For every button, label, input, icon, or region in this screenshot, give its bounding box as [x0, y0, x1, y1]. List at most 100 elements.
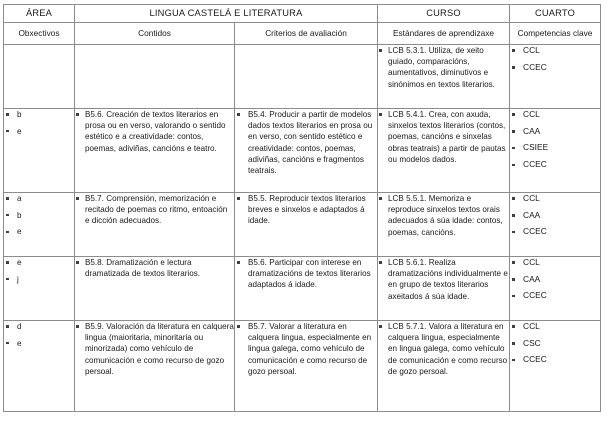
- table-header-main-row: ÁREA LINGUA CASTELÁ E LITERATURA CURSO C…: [3, 4, 602, 23]
- list-item: b: [4, 210, 74, 221]
- header-competencias: Competencias clave: [509, 22, 602, 45]
- competencias-list: CCL CAA CCEC: [510, 257, 600, 302]
- list-item: CCEC: [510, 290, 600, 301]
- header-area: ÁREA: [3, 4, 75, 23]
- list-item: CCEC: [510, 354, 600, 365]
- cell-estandares: LCB 5.7.1. Valora a literatura en calque…: [377, 320, 511, 412]
- cell-contidos: B5.8. Dramatización e lectura dramatizad…: [74, 256, 235, 321]
- criterios-list: B5.4. Producir a partir de modelos dados…: [235, 109, 377, 176]
- list-item: e: [4, 257, 74, 268]
- competencias-list: CCL CAA CSIEE CCEC: [510, 109, 600, 170]
- cell-competencias: CCL CSC CCEC: [509, 320, 602, 412]
- list-item: B5.5. Reproducir textos literarios breve…: [235, 193, 377, 227]
- list-item: CCEC: [510, 226, 600, 237]
- list-item: CCL: [510, 257, 600, 268]
- competencias-list: CCL CAA CCEC: [510, 193, 600, 238]
- contidos-list: B5.9. Valoración da literatura en calque…: [75, 321, 234, 377]
- cell-competencias: CCL CAA CCEC: [509, 192, 602, 257]
- contidos-list: B5.7. Comprensión, memorización e recita…: [75, 193, 234, 227]
- list-item: e: [4, 126, 74, 137]
- list-item: CCL: [510, 321, 600, 332]
- cell-criterios: B5.4. Producir a partir de modelos dados…: [233, 108, 379, 193]
- cell-contidos: [74, 44, 235, 109]
- cell-estandares: LCB 5.4.1. Crea, con axuda, sinxelos tex…: [377, 108, 511, 193]
- list-item: LCB 5.3.1. Utiliza, de xeito guiado, com…: [378, 45, 509, 90]
- cell-competencias: CCL CCEC: [509, 44, 602, 109]
- list-item: B5.8. Dramatización e lectura dramatizad…: [75, 257, 234, 279]
- list-item: B5.7. Valorar a literatura en calquera l…: [235, 321, 377, 377]
- criterios-list: B5.6. Participar con interese en dramati…: [235, 257, 377, 291]
- list-item: CCL: [510, 109, 600, 120]
- contidos-list: B5.6. Creación de textos literarios en p…: [75, 109, 234, 154]
- competencias-list: CCL CSC CCEC: [510, 321, 600, 366]
- list-item: LCB 5.5.1. Memoriza e reproduce sinxelos…: [378, 193, 509, 238]
- list-item: CCL: [510, 193, 600, 204]
- cell-competencias: CCL CAA CCEC: [509, 256, 602, 321]
- cell-contidos: B5.6. Creación de textos literarios en p…: [74, 108, 235, 193]
- list-item: CCEC: [510, 159, 600, 170]
- list-item: CCEC: [510, 62, 600, 73]
- list-item: d: [4, 321, 74, 332]
- list-item: B5.6. Creación de textos literarios en p…: [75, 109, 234, 154]
- header-criterios: Criterios de avaliación: [233, 22, 379, 45]
- table-row: LCB 5.3.1. Utiliza, de xeito guiado, com…: [3, 44, 602, 109]
- header-obxectivos: Obxectivos: [3, 22, 75, 45]
- header-estandares: Estándares de aprendizaxe: [377, 22, 511, 45]
- cell-contidos: B5.9. Valoración da literatura en calque…: [74, 320, 235, 412]
- list-item: LCB 5.7.1. Valora a literatura en calque…: [378, 321, 509, 377]
- list-item: CAA: [510, 210, 600, 221]
- list-item: CSC: [510, 338, 600, 349]
- list-item: b: [4, 109, 74, 120]
- estandares-list: LCB 5.4.1. Crea, con axuda, sinxelos tex…: [378, 109, 509, 165]
- cell-criterios: B5.7. Valorar a literatura en calquera l…: [233, 320, 379, 412]
- list-item: LCB 5.6.1. Realiza dramatizacións indivi…: [378, 257, 509, 302]
- cell-estandares: LCB 5.5.1. Memoriza e reproduce sinxelos…: [377, 192, 511, 257]
- list-item: CSIEE: [510, 142, 600, 153]
- header-contidos: Contidos: [74, 22, 235, 45]
- list-item: CAA: [510, 126, 600, 137]
- list-item: LCB 5.4.1. Crea, con axuda, sinxelos tex…: [378, 109, 509, 165]
- cell-contidos: B5.7. Comprensión, memorización e recita…: [74, 192, 235, 257]
- cell-competencias: CCL CAA CSIEE CCEC: [509, 108, 602, 193]
- list-item: B5.7. Comprensión, memorización e recita…: [75, 193, 234, 227]
- criterios-list: B5.5. Reproducir textos literarios breve…: [235, 193, 377, 227]
- criterios-list: B5.7. Valorar a literatura en calquera l…: [235, 321, 377, 377]
- table-body: LCB 5.3.1. Utiliza, de xeito guiado, com…: [3, 44, 602, 412]
- curriculum-table: ÁREA LINGUA CASTELÁ E LITERATURA CURSO C…: [3, 4, 602, 412]
- cell-estandares: LCB 5.3.1. Utiliza, de xeito guiado, com…: [377, 44, 511, 109]
- list-item: B5.4. Producir a partir de modelos dados…: [235, 109, 377, 176]
- header-course-value: CUARTO: [509, 4, 602, 23]
- cell-criterios: B5.6. Participar con interese en dramati…: [233, 256, 379, 321]
- list-item: e: [4, 338, 74, 349]
- cell-estandares: LCB 5.6.1. Realiza dramatizacións indivi…: [377, 256, 511, 321]
- estandares-list: LCB 5.5.1. Memoriza e reproduce sinxelos…: [378, 193, 509, 238]
- header-course-label: CURSO: [377, 4, 511, 23]
- list-item: CCL: [510, 45, 600, 56]
- list-item: CAA: [510, 274, 600, 285]
- competencias-list: CCL CCEC: [510, 45, 600, 73]
- list-item: j: [4, 274, 74, 285]
- cell-obxectivos: [3, 44, 75, 109]
- estandares-list: LCB 5.6.1. Realiza dramatizacións indivi…: [378, 257, 509, 302]
- list-item: e: [4, 226, 74, 237]
- list-item: B5.9. Valoración da literatura en calque…: [75, 321, 234, 377]
- list-item: B5.6. Participar con interese en dramati…: [235, 257, 377, 291]
- table-header-sub-row: Obxectivos Contidos Criterios de avaliac…: [3, 22, 602, 45]
- contidos-list: B5.8. Dramatización e lectura dramatizad…: [75, 257, 234, 279]
- estandares-list: LCB 5.7.1. Valora a literatura en calque…: [378, 321, 509, 377]
- header-subject: LINGUA CASTELÁ E LITERATURA: [73, 4, 379, 23]
- cell-criterios: [233, 44, 379, 109]
